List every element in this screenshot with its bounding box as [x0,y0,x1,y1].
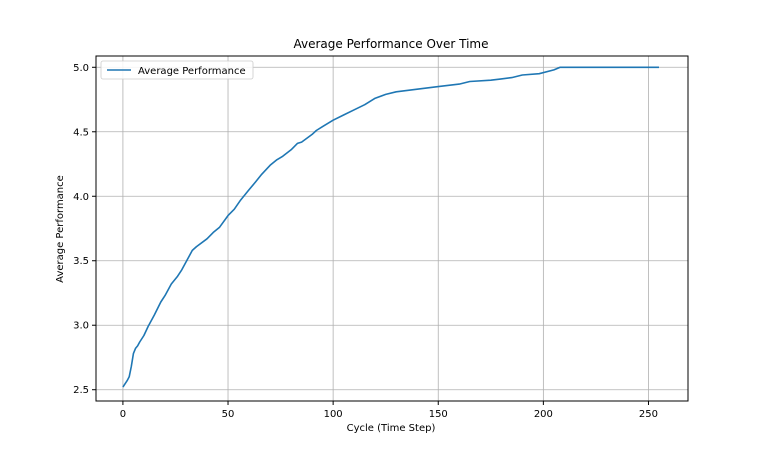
legend-label: Average Performance [138,66,246,77]
x-tick-label: 200 [534,409,553,420]
chart-title: Average Performance Over Time [294,37,489,51]
legend: Average Performance [100,60,254,80]
legend-box [100,60,254,80]
x-tick-label: 0 [120,409,126,420]
x-tick-label: 250 [639,409,658,420]
y-tick-label: 5.0 [73,63,89,74]
y-axis-label: Average Performance [55,175,66,283]
axis-ticks: 0 50 100 150 200 250 2.5 3.0 3.5 4.0 4.5 5.0 [73,63,658,420]
x-tick-label: 100 [324,409,343,420]
y-tick-label: 4.5 [73,127,89,138]
y-tick-label: 2.5 [73,385,89,396]
series-group [122,66,659,388]
x-tick-label: 50 [222,409,235,420]
y-tick-label: 3.5 [73,256,89,267]
y-tick-label: 3.0 [73,321,89,332]
x-tick-label: 150 [429,409,448,420]
x-axis-label: Cycle (Time Step) [347,423,436,434]
plot-frame [95,55,689,402]
y-tick-label: 4.0 [73,192,89,203]
series-line [122,66,659,388]
grid-lines [96,56,688,401]
